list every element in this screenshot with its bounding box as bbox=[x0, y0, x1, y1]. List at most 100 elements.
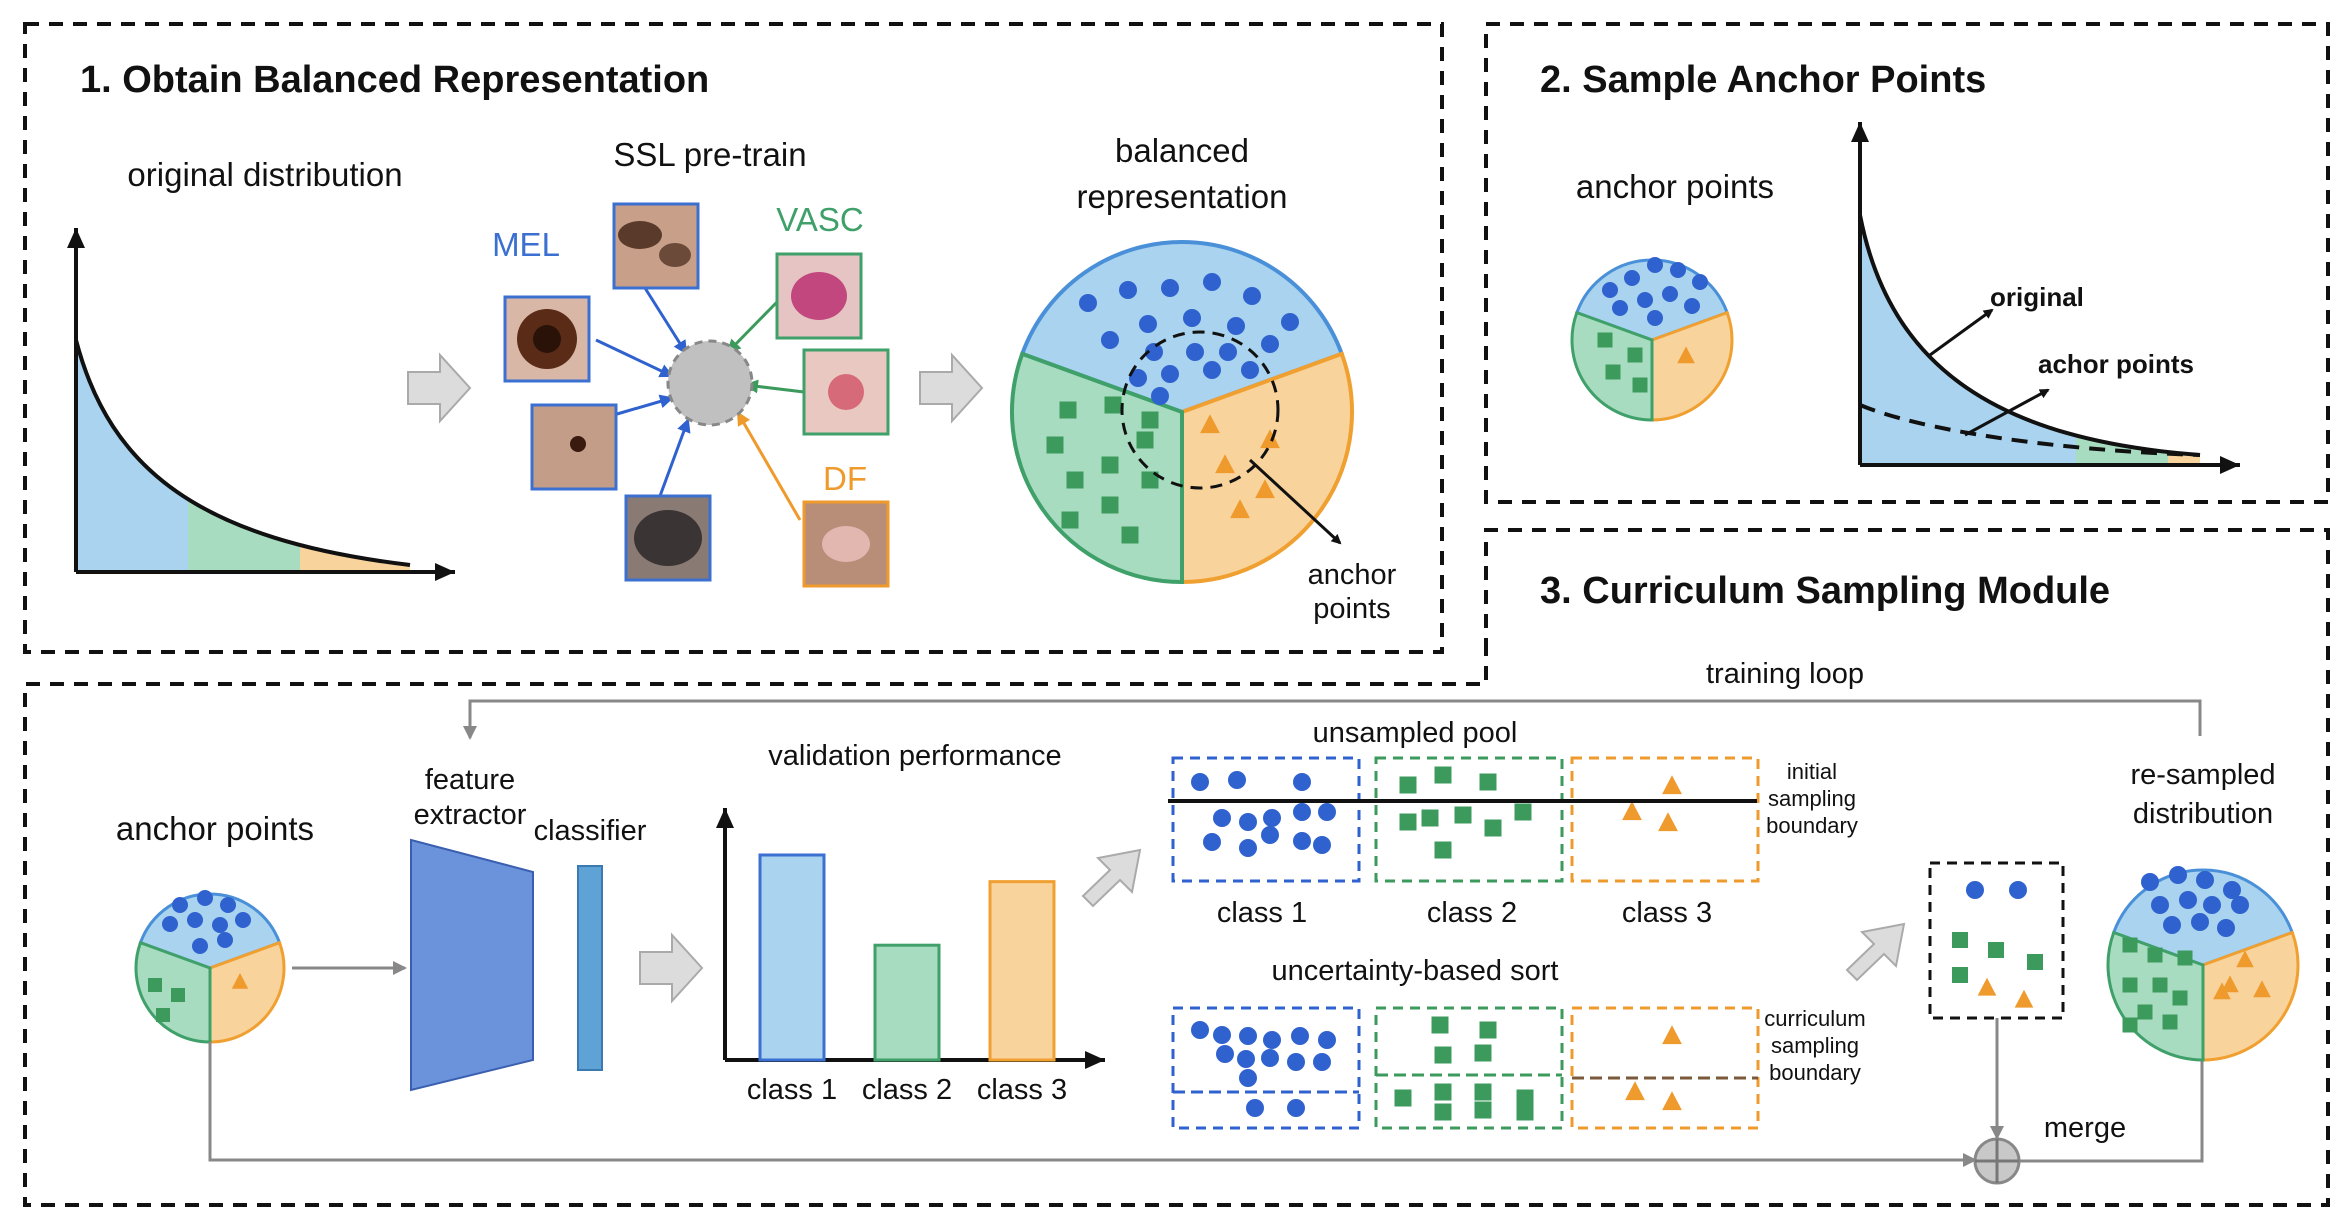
green-point bbox=[1399, 813, 1417, 831]
blue-point bbox=[1227, 317, 1245, 335]
blue-point bbox=[1139, 315, 1157, 333]
pie-sector-orange bbox=[1650, 310, 1734, 422]
orange-point bbox=[1658, 812, 1678, 832]
green-point bbox=[1627, 347, 1643, 363]
green-point bbox=[1066, 471, 1084, 489]
blue-point bbox=[1191, 1021, 1209, 1039]
sorted-box-class-2 bbox=[1374, 1006, 1564, 1130]
blue-point bbox=[1203, 361, 1221, 379]
green-point bbox=[1632, 377, 1648, 393]
original-label: original bbox=[1990, 282, 2084, 312]
green-point bbox=[1399, 776, 1417, 794]
anchor-label-2: points bbox=[1313, 593, 1390, 625]
orange-point bbox=[231, 973, 249, 989]
green-point bbox=[2122, 1017, 2138, 1033]
blue-point bbox=[1237, 1050, 1255, 1068]
green-point bbox=[1141, 411, 1159, 429]
training-loop-arrow bbox=[463, 699, 2202, 740]
blue-point bbox=[1647, 257, 1663, 273]
orange-point bbox=[1662, 775, 1682, 795]
green-point bbox=[1104, 396, 1122, 414]
training-loop-label: training loop bbox=[1706, 658, 1864, 690]
blue-point bbox=[1602, 282, 1618, 298]
green-point bbox=[1121, 526, 1139, 544]
flow-arrow-1 bbox=[407, 352, 472, 424]
ssl-encoder-node bbox=[666, 339, 754, 427]
blue-point bbox=[172, 897, 188, 913]
green-point bbox=[2122, 937, 2138, 953]
blue-point bbox=[1079, 294, 1097, 312]
anchor-pointer-arrow bbox=[1248, 458, 1342, 545]
blue-point bbox=[2151, 896, 2169, 914]
panel3-title: 3. Curriculum Sampling Module bbox=[1540, 570, 2110, 612]
unsampled-pool-label: unsampled pool bbox=[1313, 717, 1518, 749]
lesion-image-df bbox=[802, 500, 890, 588]
green-point bbox=[2172, 990, 2188, 1006]
blue-point bbox=[1213, 1026, 1231, 1044]
pie-sector-green bbox=[1010, 351, 1184, 585]
blue-point bbox=[1216, 1045, 1234, 1063]
orange-point bbox=[2213, 982, 2231, 1000]
blue-point bbox=[1191, 773, 1209, 791]
blue-point bbox=[1313, 836, 1331, 854]
lesion-image-mel-2 bbox=[612, 202, 700, 290]
curriculum-boundary-label-2: sampling bbox=[1771, 1033, 1859, 1058]
green-point bbox=[2152, 977, 2168, 993]
skip-connection-arrow bbox=[208, 1042, 1977, 1167]
blue-point bbox=[1293, 803, 1311, 821]
blue-point bbox=[1246, 1099, 1264, 1117]
curriculum-boundary-label-3: boundary bbox=[1769, 1060, 1861, 1085]
orange-point bbox=[1625, 1081, 1645, 1101]
orange-point bbox=[1622, 801, 1642, 821]
green-point bbox=[2147, 947, 2163, 963]
blue-point bbox=[220, 897, 236, 913]
blue-point bbox=[1624, 270, 1640, 286]
pie-sector-blue bbox=[1019, 240, 1345, 415]
ssl-arrows bbox=[595, 287, 805, 521]
bar-1 bbox=[758, 853, 826, 1062]
blue-point bbox=[187, 912, 203, 928]
green-point bbox=[1484, 819, 1502, 837]
flow-arrow-4 bbox=[1081, 848, 1142, 908]
panel2-anchor-label: anchor points bbox=[1576, 168, 1774, 205]
initial-boundary-label-2: sampling bbox=[1768, 786, 1856, 811]
blue-point bbox=[2203, 896, 2221, 914]
green-point bbox=[2177, 950, 2193, 966]
orange-point bbox=[2221, 975, 2239, 993]
lesion-image-vasc bbox=[775, 252, 863, 340]
flow-arrow-2 bbox=[919, 352, 984, 424]
orange-point bbox=[2253, 980, 2271, 998]
lesion-image-mel-1 bbox=[503, 295, 591, 383]
feature-extractor-block bbox=[410, 838, 534, 1092]
green-point bbox=[1605, 364, 1621, 380]
green-point bbox=[1434, 1046, 1452, 1064]
initial-boundary-label-1: initial bbox=[1787, 759, 1837, 784]
panel2-border bbox=[1484, 22, 2330, 504]
resampled-distribution-pie bbox=[2106, 866, 2300, 1062]
panel1-border bbox=[23, 22, 1444, 654]
green-point bbox=[2122, 977, 2138, 993]
blue-point bbox=[1647, 310, 1663, 326]
blue-point bbox=[217, 932, 233, 948]
blue-point bbox=[1684, 298, 1700, 314]
green-point bbox=[1101, 456, 1119, 474]
feature-extractor-label-1: feature bbox=[425, 764, 515, 796]
blue-point bbox=[1151, 387, 1169, 405]
green-point bbox=[1141, 471, 1159, 489]
unsampled-pool-boxes bbox=[1171, 756, 1760, 883]
green-point bbox=[1394, 1089, 1412, 1107]
curriculum-boundary-label-1: curriculum bbox=[1764, 1006, 1865, 1031]
green-point bbox=[1479, 1021, 1497, 1039]
green-point bbox=[1474, 1044, 1492, 1062]
blue-point bbox=[1183, 309, 1201, 327]
blue-point bbox=[1287, 1053, 1305, 1071]
green-point bbox=[156, 1008, 170, 1022]
pool-class-2-label: class 2 bbox=[1427, 897, 1517, 929]
feature-extractor-label-2: extractor bbox=[414, 799, 527, 831]
green-point bbox=[1479, 773, 1497, 791]
blue-point bbox=[1186, 343, 1204, 361]
longtail-chart-1 bbox=[67, 228, 455, 581]
pool-box-class-2 bbox=[1374, 756, 1564, 883]
blue-point bbox=[1662, 286, 1678, 302]
orange-point bbox=[1677, 346, 1695, 364]
